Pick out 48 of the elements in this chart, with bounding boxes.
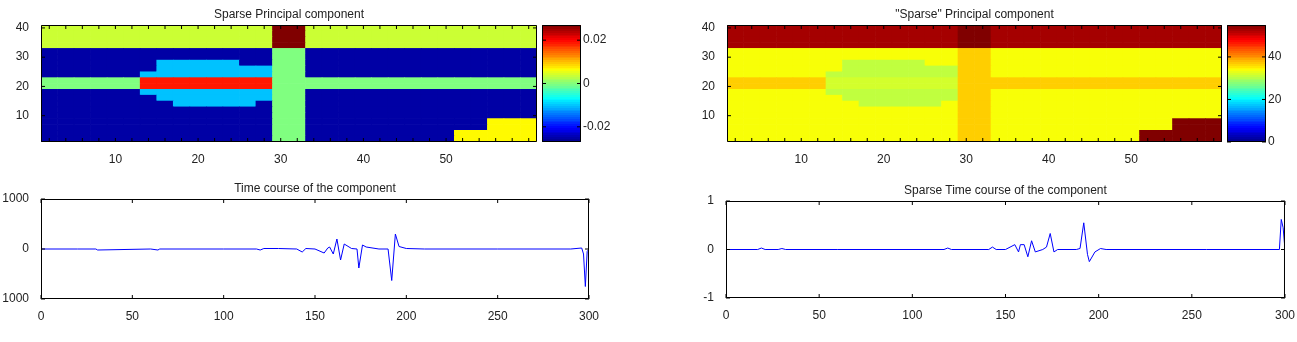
x-tick-label: 100 [902, 307, 923, 322]
x-tick-label: 100 [213, 308, 234, 323]
x-tick-label: 200 [1088, 307, 1109, 322]
chart-title: "Sparse" Principal component [895, 7, 1055, 22]
x-tick-label: 250 [1181, 307, 1203, 322]
y-tick-label: 10 [701, 107, 716, 122]
x-tick-label: 0 [37, 308, 45, 323]
y-tick-label: 30 [701, 49, 716, 64]
x-tick-label: 150 [304, 308, 326, 323]
chart-title: Sparse Principal component [213, 7, 365, 22]
y-tick-label: 1000 [2, 191, 30, 206]
y-tick-label: 20 [15, 78, 30, 93]
color-bar-label: 20 [1268, 91, 1282, 106]
y-tick-label: 10 [15, 107, 30, 122]
chart-title: Sparse Time course of the component [904, 183, 1108, 198]
y-tick-label: -1 [703, 290, 715, 305]
y-tick-label: 0 [707, 241, 715, 256]
x-tick-label: 50 [812, 307, 827, 322]
color-bar-label: 0 [1268, 134, 1275, 149]
y-tick-label: 30 [15, 49, 30, 64]
x-tick-label: 300 [578, 308, 600, 323]
y-tick-label: 40 [15, 20, 30, 35]
x-tick-label: 150 [995, 307, 1016, 322]
color-bar-label: 0 [583, 75, 590, 90]
x-tick-label: 50 [125, 308, 140, 323]
color-bar-label: -0.02 [583, 119, 611, 134]
y-tick-label: 0 [22, 241, 30, 256]
x-tick-label: 300 [1274, 307, 1296, 322]
x-tick-label: 0 [722, 307, 730, 322]
x-tick-label: 200 [396, 308, 417, 323]
x-tick-label: 30 [959, 151, 974, 166]
x-tick-label: 20 [191, 151, 206, 166]
x-tick-label: 40 [356, 151, 371, 166]
x-tick-label: 30 [274, 151, 288, 166]
y-tick-label: 1 [707, 193, 715, 208]
color-bar-label: 40 [1268, 49, 1282, 64]
x-tick-label: 10 [108, 151, 123, 166]
x-tick-label: 250 [487, 308, 508, 323]
y-tick-label: 1000 [2, 291, 30, 306]
color-bar-label: 0.02 [583, 32, 607, 47]
x-tick-label: 40 [1042, 151, 1056, 166]
x-tick-label: 50 [439, 151, 454, 166]
y-tick-label: 40 [701, 20, 716, 35]
x-tick-label: 20 [877, 151, 891, 166]
y-tick-label: 20 [701, 78, 716, 93]
chart-title: Time course of the component [234, 181, 397, 196]
x-tick-label: 10 [794, 151, 809, 166]
x-tick-label: 50 [1124, 151, 1139, 166]
